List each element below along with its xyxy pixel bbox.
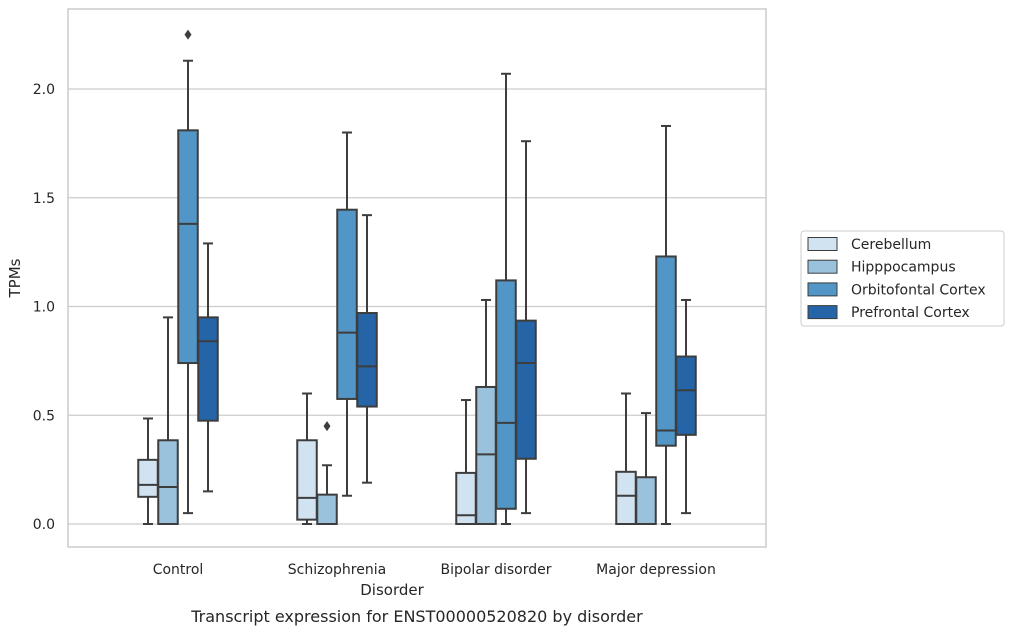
legend-swatch	[807, 305, 838, 320]
box-body	[615, 470, 637, 525]
box-body	[197, 316, 219, 422]
box-body	[675, 355, 697, 436]
box	[495, 72, 517, 525]
plot-frame	[67, 8, 767, 548]
series-group	[157, 298, 657, 526]
box	[655, 124, 677, 525]
x-axis-label: Disorder	[360, 581, 424, 599]
chart-caption: Transcript expression for ENST0000052082…	[190, 607, 643, 626]
y-axis-label: TPMs	[6, 258, 24, 298]
box-body	[157, 439, 179, 526]
box	[316, 421, 338, 526]
box-body	[356, 312, 378, 408]
box-body	[635, 476, 657, 525]
legend: Cerebellum Hipppocampus Orbitofontal Corte…	[800, 230, 1005, 327]
y-axis-ticks: 0.0 0.5 1.0 1.5 2.0	[33, 82, 55, 533]
box	[455, 399, 477, 526]
outlier-point	[184, 29, 192, 40]
box	[157, 316, 179, 526]
outlier-point	[323, 421, 331, 432]
series-group	[137, 392, 637, 526]
box	[615, 392, 637, 525]
plot-area	[137, 29, 697, 526]
legend-label: Orbitofontal Cortex	[851, 282, 986, 298]
legend-label: Hipppocampus	[851, 260, 956, 276]
box	[296, 392, 318, 525]
box	[675, 298, 697, 515]
x-tick-label: Major depression	[596, 562, 716, 578]
legend-frame	[800, 230, 1005, 327]
series-group	[177, 29, 677, 525]
box	[177, 29, 199, 515]
box	[197, 242, 219, 493]
y-tick-label: 0.0	[33, 517, 55, 533]
box-body	[495, 279, 517, 510]
x-axis-ticks: Control Schizophrenia Bipolar disorder Majo…	[153, 562, 716, 578]
box-body	[475, 385, 497, 525]
x-tick-label: Bipolar disorder	[440, 562, 551, 578]
box-body	[455, 471, 477, 526]
series-group	[197, 140, 697, 515]
y-tick-label: 2.0	[33, 82, 55, 98]
box-body	[316, 493, 338, 526]
box	[356, 214, 378, 484]
legend-swatch	[807, 282, 838, 297]
box	[336, 131, 358, 497]
box	[137, 417, 159, 525]
legend-swatch	[807, 259, 838, 274]
box-body	[296, 439, 318, 521]
legend-label: Cerebellum	[851, 237, 931, 253]
box-body	[177, 129, 199, 365]
y-tick-label: 1.0	[33, 300, 55, 316]
legend-swatch	[807, 237, 838, 251]
box	[475, 298, 497, 525]
box-body	[336, 208, 358, 400]
x-tick-label: Schizophrenia	[288, 562, 386, 578]
legend-label: Prefrontal Cortex	[851, 305, 970, 321]
x-tick-label: Control	[153, 562, 204, 578]
y-tick-label: 0.5	[33, 408, 55, 424]
y-tick-label: 1.5	[33, 191, 55, 207]
box	[515, 140, 537, 515]
box	[635, 412, 657, 525]
box-body	[655, 255, 677, 447]
box-body	[515, 319, 537, 460]
box-body	[137, 458, 159, 498]
